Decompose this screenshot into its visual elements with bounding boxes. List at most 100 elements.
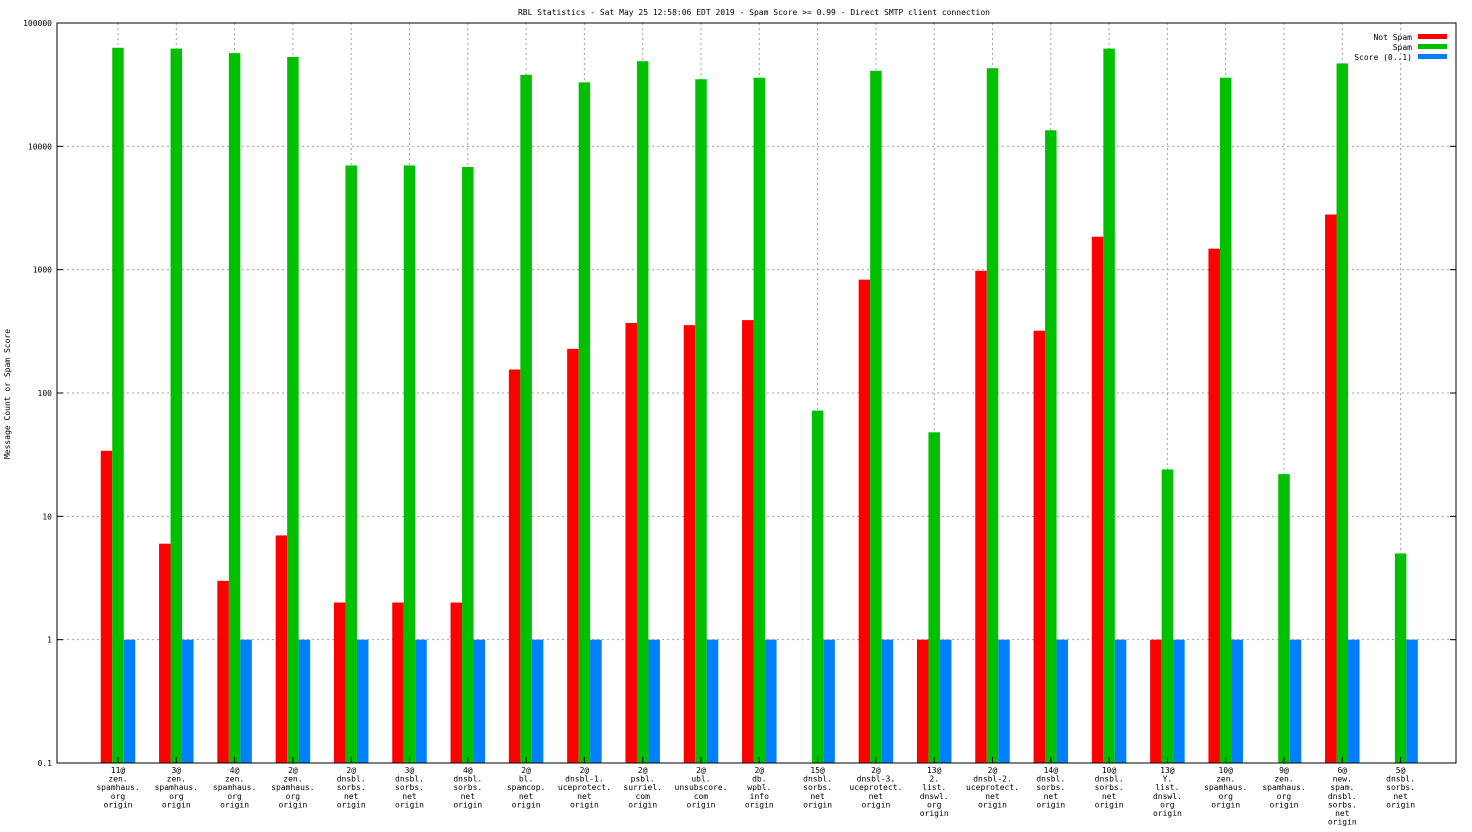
bar-spam (170, 48, 183, 763)
x-tick-label: 2@ psbl. surriel. com origin (623, 766, 662, 809)
x-tick-label: 9@ zen. spamhaus. org origin (1262, 766, 1305, 809)
bar-score-0-1 (881, 639, 894, 763)
bar-spam (636, 61, 649, 763)
bar-not-spam (975, 270, 987, 763)
legend-swatch (1418, 34, 1447, 39)
bar-spam (1394, 553, 1407, 763)
bar-spam (1219, 77, 1232, 763)
y-tick-label: 1000 (33, 266, 52, 275)
bar-not-spam (333, 602, 346, 763)
y-tick-label: 100000 (23, 19, 52, 28)
bar-spam (578, 82, 591, 763)
bar-spam (112, 47, 124, 764)
x-tick-label: 2@ dnsbl. sorbs. net origin (337, 766, 366, 809)
x-tick-label: 2@ db. wpbl. info origin (745, 766, 774, 809)
bar-not-spam (450, 602, 463, 763)
bar-score-0-1 (1231, 639, 1243, 763)
x-tick-label: 2@ dnsbl-2. uceprotect. net origin (966, 766, 1019, 809)
bar-score-0-1 (531, 639, 544, 763)
x-ticks: 11@ zen. spamhaus. org origin 3@ zen. spamhaus.… (96, 757, 1415, 827)
chart-title: RBL Statistics - Sat May 25 12:58:06 EDT… (518, 8, 990, 17)
x-tick-label: 3@ zen. spamhaus. org origin (155, 766, 198, 809)
x-tick-label: 6@ new. spam. dnsbl. sorbs. net origin (1328, 766, 1357, 827)
x-tick-label: 2@ bl. spamcop. net origin (507, 766, 546, 809)
bar-score-0-1 (1173, 639, 1185, 763)
legend-swatch (1418, 44, 1447, 49)
y-tick-label: 10 (42, 512, 52, 521)
bar-spam (811, 410, 824, 763)
bar-spam (1278, 474, 1290, 763)
x-tick-label: 15@ dnsbl. sorbs. net origin (803, 766, 832, 809)
x-tick-label: 10@ zen. spamhaus. org origin (1204, 766, 1247, 809)
bar-score-0-1 (648, 639, 660, 763)
bar-not-spam (742, 320, 754, 763)
bar-score-0-1 (590, 639, 602, 763)
x-tick-label: 5@ dnsbl. sorbs. net origin (1386, 766, 1415, 809)
bar-spam (1103, 48, 1115, 763)
bar-score-0-1 (939, 639, 952, 763)
bar-score-0-1 (182, 639, 194, 763)
bar-not-spam (916, 639, 929, 763)
bar-not-spam (275, 535, 288, 763)
bar-score-0-1 (1056, 639, 1069, 763)
bar-score-0-1 (1289, 639, 1302, 763)
bar-spam (520, 74, 532, 764)
bar-not-spam (1208, 248, 1220, 763)
bar-spam (403, 165, 416, 763)
bars (100, 47, 1418, 764)
bar-spam (870, 70, 882, 764)
y-tick-label: 0.1 (38, 759, 53, 768)
x-tick-label: 13@ Y. list. dnswl. org origin (1153, 766, 1182, 818)
bar-spam (986, 68, 999, 763)
bar-not-spam (159, 543, 171, 763)
x-tick-label: 2@ zen. spamhaus. org origin (271, 766, 314, 809)
y-ticks: 0.1 1 10 100 1000 10000 100000 (23, 19, 1456, 768)
bar-not-spam (392, 602, 404, 763)
bar-score-0-1 (1114, 639, 1127, 763)
y-tick-label: 100 (38, 389, 53, 398)
bar-not-spam (858, 279, 871, 763)
bar-score-0-1 (765, 639, 777, 763)
bar-score-0-1 (240, 639, 252, 763)
legend-label: Score (0..1) (1354, 53, 1412, 62)
x-tick-label: 11@ zen. spamhaus. org origin (96, 766, 139, 809)
legend-label: Not Spam (1373, 33, 1412, 42)
y-axis-label: Message Count or Spam Score (3, 329, 12, 459)
bar-score-0-1 (706, 639, 719, 763)
bar-not-spam (1150, 639, 1162, 763)
x-tick-label: 14@ dnsbl. sorbs. net origin (1036, 766, 1065, 809)
x-tick-label: 4@ zen. spamhaus. org origin (213, 766, 256, 809)
bar-score-0-1 (356, 639, 369, 763)
bar-spam (345, 165, 357, 763)
bar-spam (928, 432, 940, 763)
bar-score-0-1 (1406, 639, 1418, 763)
x-tick-label: 10@ dnsbl. sorbs. net origin (1095, 766, 1124, 809)
x-tick-label: 2@ dnsbl-1. uceprotect. net origin (558, 766, 611, 809)
bar-spam (695, 79, 707, 763)
bar-not-spam (1325, 214, 1337, 763)
bar-not-spam (217, 580, 229, 763)
bar-spam (1045, 130, 1057, 763)
bar-score-0-1 (415, 639, 427, 763)
x-tick-label: 13@ 2. list. dnswl. org origin (920, 766, 949, 818)
bar-score-0-1 (123, 639, 136, 763)
bar-not-spam (625, 322, 637, 763)
bar-score-0-1 (823, 639, 835, 763)
bar-score-0-1 (473, 639, 486, 763)
legend-label: Spam (1393, 43, 1412, 52)
bar-not-spam (567, 348, 579, 763)
bar-not-spam (100, 450, 113, 763)
x-tick-label: 3@ dnsbl. sorbs. net origin (395, 766, 424, 809)
bar-score-0-1 (998, 639, 1010, 763)
bar-spam (753, 77, 766, 763)
y-tick-label: 1 (47, 636, 52, 645)
bar-not-spam (1033, 330, 1046, 763)
bar-spam (1161, 469, 1174, 763)
bar-spam (287, 57, 299, 763)
y-tick-label: 10000 (28, 142, 52, 151)
bar-not-spam (508, 369, 521, 763)
bar-spam (462, 166, 474, 763)
